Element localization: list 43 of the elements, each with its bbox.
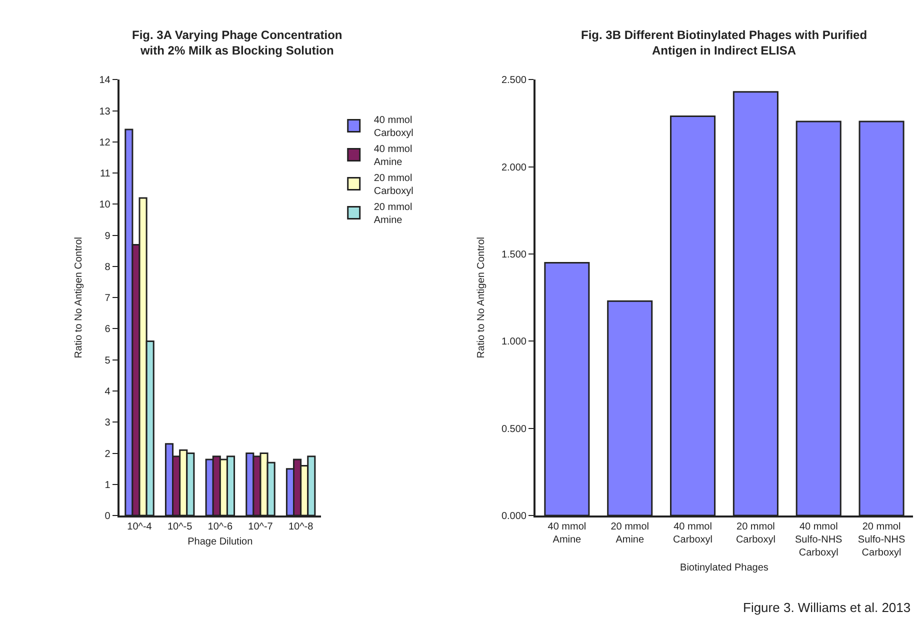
y-tick-label: 8 bbox=[104, 262, 111, 273]
y-tick-label: 1 bbox=[104, 480, 111, 491]
y-tick-label: 0 bbox=[104, 511, 111, 522]
x-tick-label: 10^-8 bbox=[288, 522, 314, 533]
y-tick-label: 0.000 bbox=[501, 511, 527, 522]
x-tick-label: 40 mmol Sulfo-NHS Carboxyl bbox=[794, 522, 843, 559]
x-tick-label: 10^-7 bbox=[248, 522, 274, 533]
y-tick-label: 2.500 bbox=[501, 75, 527, 86]
x-tick-label: 40 mmol Amine bbox=[548, 522, 586, 546]
x-tick-label: 40 mmol Carboxyl bbox=[673, 522, 713, 546]
y-tick-label: 10 bbox=[99, 200, 111, 211]
y-tick-label: 9 bbox=[104, 230, 111, 242]
x-tick-label: 20 mmol Carboxyl bbox=[736, 522, 776, 546]
y-tick-label: 12 bbox=[99, 137, 111, 148]
x-tick-label: 10^-6 bbox=[208, 522, 233, 533]
y-tick-label: 11 bbox=[100, 168, 111, 180]
x-tick-label: 10^-4 bbox=[127, 522, 152, 533]
y-tick-label: 3 bbox=[104, 418, 111, 429]
y-tick-label: 2.000 bbox=[501, 162, 527, 174]
legend-label: 20 mmol Amine bbox=[374, 202, 412, 226]
y-axis-title: Ratio to No Antigen Control bbox=[476, 237, 487, 358]
caption: Figure 3. Williams et al. 2013 bbox=[743, 600, 911, 615]
y-tick-label: 0.500 bbox=[501, 424, 527, 435]
chart-title: Fig. 3B Different Biotinylated Phages with Purified Antigen in Indirect ELISA bbox=[581, 28, 868, 58]
y-tick-label: 5 bbox=[104, 355, 111, 366]
y-tick-label: 1.500 bbox=[501, 250, 527, 261]
legend-label: 20 mmol Carboxyl bbox=[374, 173, 414, 198]
y-tick-label: 6 bbox=[104, 324, 111, 336]
x-tick-label: 20 mmol Amine bbox=[610, 522, 650, 546]
x-tick-label: 20 mmol Sulfo-NHS Carboxyl bbox=[858, 522, 906, 559]
y-tick-label: 1.000 bbox=[501, 336, 527, 348]
x-tick-label: 10^-5 bbox=[167, 522, 193, 533]
legend-label: 40 mmol Carboxyl bbox=[374, 115, 414, 140]
y-axis-title: Ratio to No Antigen Control bbox=[74, 237, 85, 358]
y-tick-label: 2 bbox=[104, 448, 111, 460]
y-tick-label: 13 bbox=[99, 106, 111, 118]
y-tick-label: 14 bbox=[99, 75, 111, 86]
x-axis-title: Biotinylated Phages bbox=[680, 562, 768, 574]
y-tick-label: 7 bbox=[104, 293, 111, 304]
x-axis-title: Phage Dilution bbox=[188, 536, 253, 548]
y-tick-label: 4 bbox=[104, 386, 111, 398]
legend-label: 40 mmol Amine bbox=[374, 144, 412, 168]
chart-title: Fig. 3A Varying Phage Concentration with 2% Milk as Blocking Solution bbox=[132, 28, 342, 58]
